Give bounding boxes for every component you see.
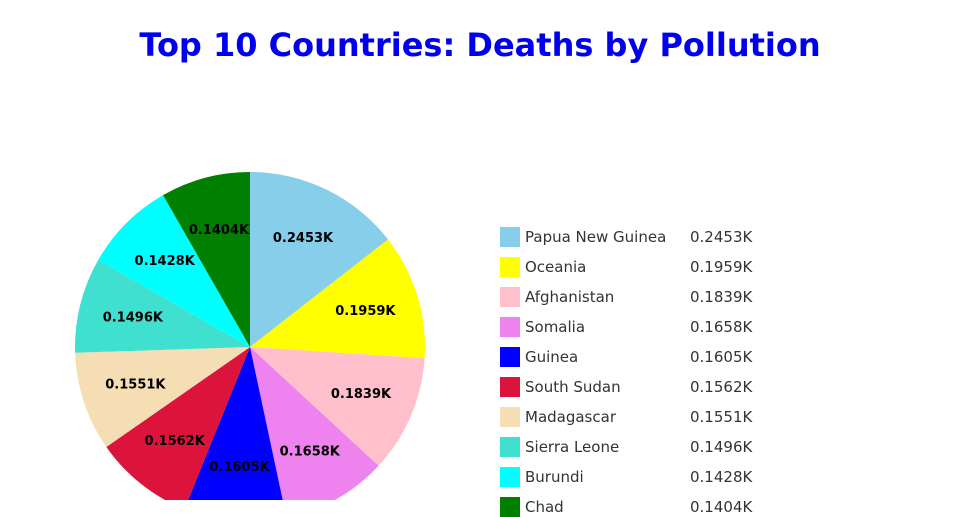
pie-slice-oceania[interactable] (250, 239, 425, 359)
legend-value: 0.1496K (690, 438, 753, 456)
legend-swatch (500, 257, 520, 277)
chart-title: Top 10 Countries: Deaths by Pollution (139, 26, 821, 64)
slice-value-label: 0.1839K (331, 387, 392, 402)
legend-label: Chad (525, 498, 564, 516)
slice-value-label: 0.1496K (103, 310, 164, 325)
pie-slice-chad[interactable] (163, 172, 250, 347)
legend-value: 0.2453K (690, 228, 753, 246)
legend-swatch (500, 227, 520, 247)
legend-swatch (500, 347, 520, 367)
legend-swatch (500, 317, 520, 337)
pie-slice-papua-new-guinea[interactable] (250, 172, 389, 347)
legend-value: 0.1551K (690, 408, 753, 426)
slice-value-label: 0.1551K (105, 378, 166, 393)
legend-label: Oceania (525, 258, 587, 276)
slice-value-label: 0.1428K (135, 254, 196, 269)
legend-value: 0.1605K (690, 348, 753, 366)
slice-value-label: 0.1562K (145, 434, 206, 449)
legend-value: 0.1428K (690, 468, 753, 486)
legend-item[interactable]: South Sudan 0.1562K (500, 377, 800, 397)
pie-slice-afghanistan[interactable] (250, 347, 425, 466)
pie-slice-south-sudan[interactable] (106, 347, 250, 500)
legend-value: 0.1562K (690, 378, 753, 396)
legend-label: Sierra Leone (525, 438, 620, 456)
legend-item[interactable]: Papua New Guinea 0.2453K (500, 227, 800, 247)
legend-item[interactable]: Madagascar 0.1551K (500, 407, 800, 427)
slice-value-label: 0.1959K (335, 304, 396, 319)
slice-value-label: 0.1605K (209, 460, 270, 475)
legend-label: South Sudan (525, 378, 621, 396)
legend-item[interactable]: Chad 0.1404K (500, 497, 800, 517)
legend-label: Afghanistan (525, 288, 615, 306)
legend-label: Burundi (525, 468, 584, 486)
legend-swatch (500, 437, 520, 457)
legend-value: 0.1404K (690, 498, 753, 516)
pie-slice-somalia[interactable] (250, 347, 379, 500)
legend-label: Papua New Guinea (525, 228, 667, 246)
legend-swatch (500, 377, 520, 397)
legend-item[interactable]: Guinea 0.1605K (500, 347, 800, 367)
legend-item[interactable]: Oceania 0.1959K (500, 257, 800, 277)
legend-item[interactable]: Afghanistan 0.1839K (500, 287, 800, 307)
slice-value-label: 0.1404K (189, 223, 250, 238)
legend-swatch (500, 467, 520, 487)
pie-slice-guinea[interactable] (184, 347, 286, 500)
legend-label: Somalia (525, 318, 586, 336)
legend-value: 0.1839K (690, 288, 753, 306)
pie-slice-burundi[interactable] (98, 195, 250, 347)
slice-value-label: 0.2453K (273, 231, 334, 246)
legend-value: 0.1658K (690, 318, 753, 336)
legend-label: Madagascar (525, 408, 616, 426)
legend-item[interactable]: Sierra Leone 0.1496K (500, 437, 800, 457)
legend-swatch (500, 497, 520, 517)
legend-item[interactable]: Somalia 0.1658K (500, 317, 800, 337)
legend-swatch (500, 287, 520, 307)
legend-label: Guinea (525, 348, 579, 366)
pie-slice-sierra-leone[interactable] (75, 259, 250, 353)
pie-slice-madagascar[interactable] (75, 347, 251, 447)
legend-item[interactable]: Burundi 0.1428K (500, 467, 800, 487)
legend-swatch (500, 407, 520, 427)
pie-chart: 0.2453K 0.1959K 0.1839K 0.1658K 0.1605K0.156… (75, 172, 425, 500)
slice-value-label: 0.1658K (280, 444, 341, 459)
legend-value: 0.1959K (690, 258, 753, 276)
